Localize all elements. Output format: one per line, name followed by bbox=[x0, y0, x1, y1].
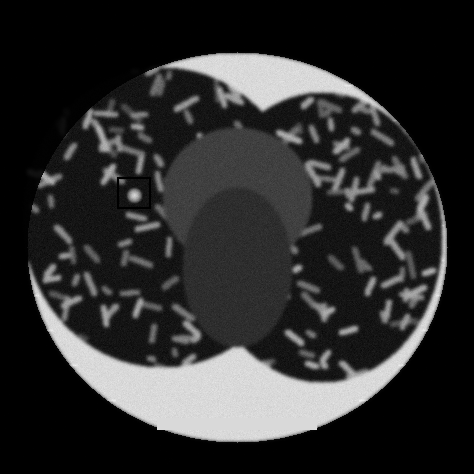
Bar bbox=[118, 178, 150, 208]
